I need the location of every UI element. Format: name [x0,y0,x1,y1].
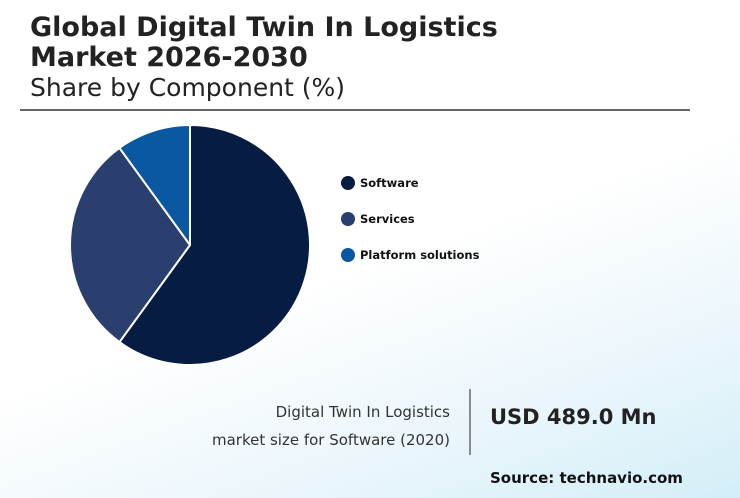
legend-label-software: Software [360,176,419,190]
legend-swatch-services [341,212,355,226]
chart-legend: Software Services Platform solutions [341,175,479,283]
chart-subtitle: Share by Component (%) [30,73,346,102]
pie-slices-group [69,124,311,366]
market-size-caption-line-2: market size for Software (2020) [211,431,450,449]
legend-item-platform-solutions: Platform solutions [341,247,479,263]
market-size-caption-line-1: Digital Twin In Logistics [275,403,450,421]
legend-label-services: Services [360,212,415,226]
legend-item-software: Software [341,175,479,191]
pie-slice-services [69,146,191,344]
legend-item-services: Services [341,211,479,227]
legend-label-platform-solutions: Platform solutions [360,248,480,262]
stat-divider [469,389,471,455]
source-credit: Source: technavio.com [490,469,683,487]
title-divider [20,109,690,111]
page-title: Global Digital Twin In Logistics Market … [30,12,498,73]
market-size-value: USD 489.0 Mn [490,405,657,429]
pie-slice-software [118,124,311,366]
pie-slice-platform-solutions [118,124,191,246]
legend-swatch-platform-solutions [341,248,355,262]
legend-swatch-software [341,176,355,190]
market-size-caption: Digital Twin In Logistics market size fo… [212,398,450,454]
